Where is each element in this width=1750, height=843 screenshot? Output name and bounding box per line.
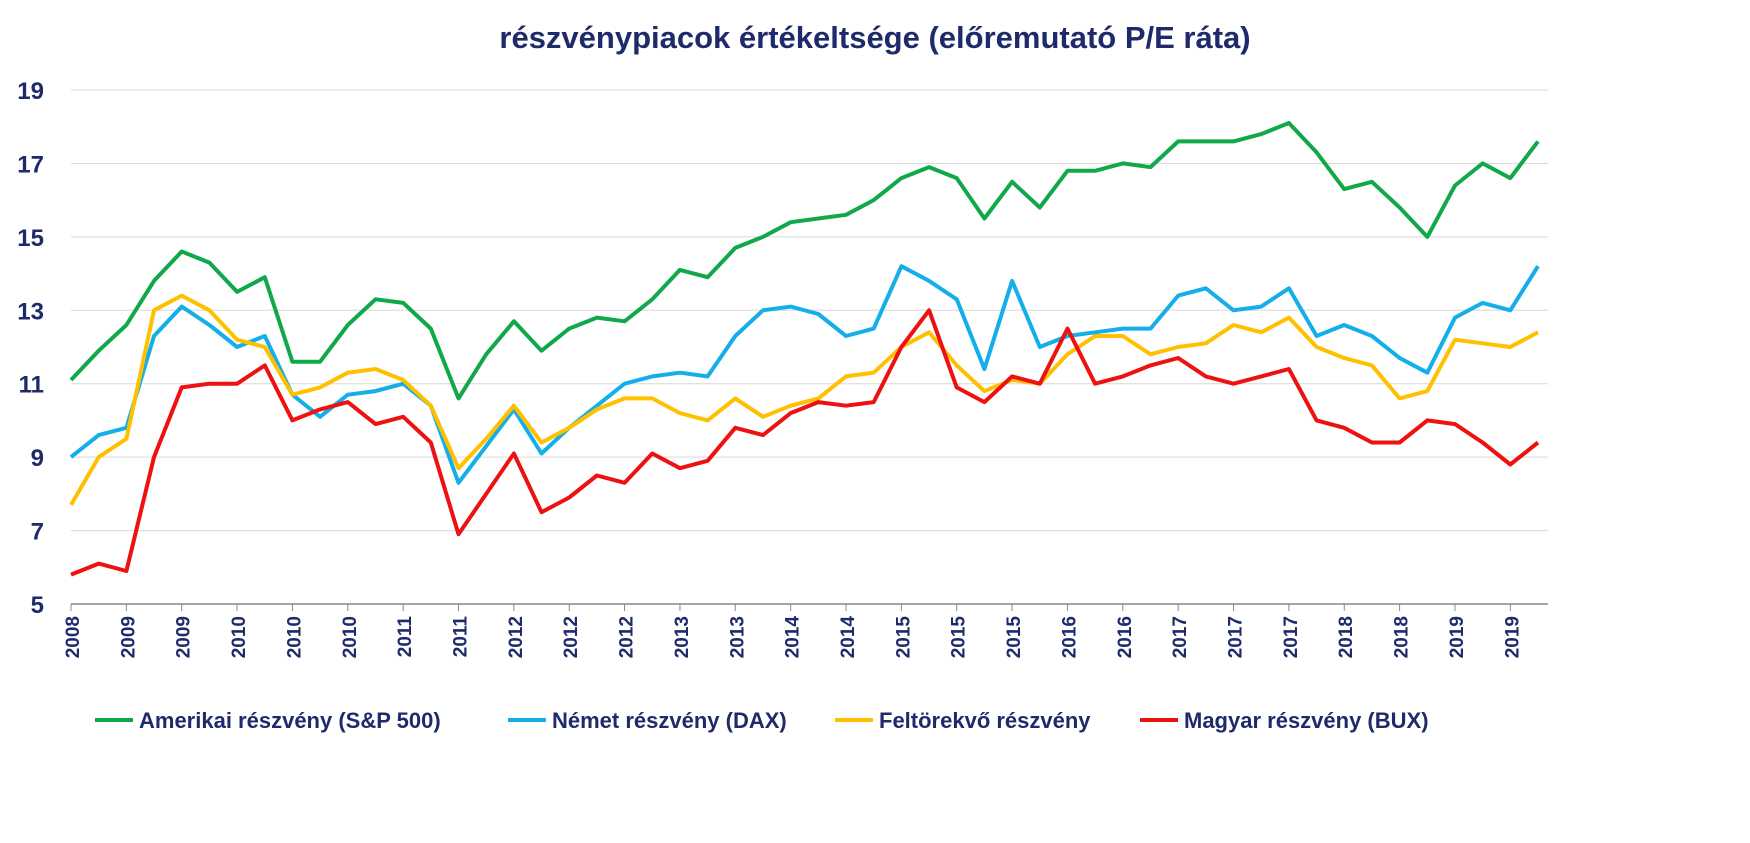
y-tick-label: 11 (19, 372, 44, 399)
series-line (69, 293, 1539, 506)
legend-label: Feltörekvő részvény (879, 708, 1091, 733)
chart-title: részvénypiacok értékeltsége (előremutató… (499, 20, 1250, 55)
x-tick-label: 2017 (1170, 616, 1191, 658)
x-tick-label: 2014 (783, 616, 804, 659)
legend-label: Magyar részvény (BUX) (1184, 708, 1429, 733)
x-tick-label: 2018 (1336, 616, 1357, 658)
y-tick-label: 9 (31, 445, 44, 472)
x-tick-label: 2016 (1115, 616, 1136, 658)
x-tick-label: 2017 (1281, 616, 1302, 658)
legend-label: Német részvény (DAX) (552, 708, 787, 733)
x-tick-label: 2009 (174, 616, 195, 658)
x-tick-label: 2018 (1392, 616, 1413, 658)
x-tick-label: 2008 (63, 616, 84, 658)
y-tick-label: 5 (31, 592, 44, 619)
x-tick-label: 2015 (949, 616, 970, 659)
x-tick-label: 2010 (284, 616, 305, 658)
x-tick-label: 2009 (118, 616, 139, 658)
series-line (69, 121, 1540, 401)
y-tick-label: 15 (17, 225, 44, 252)
x-tick-label: 2015 (1004, 616, 1025, 659)
x-tick-label: 2012 (561, 616, 582, 658)
x-tick-label: 2011 (395, 616, 416, 658)
x-tick-label: 2013 (672, 616, 693, 658)
x-tick-label: 2010 (340, 616, 361, 658)
x-tick-label: 2015 (893, 616, 914, 659)
series-line (69, 264, 1540, 485)
x-tick-label: 2019 (1502, 616, 1523, 658)
x-tick-label: 2011 (451, 616, 472, 658)
x-tick-label: 2017 (1226, 616, 1247, 658)
x-tick-label: 2010 (229, 616, 250, 658)
legend-label: Amerikai részvény (S&P 500) (139, 708, 441, 733)
y-tick-label: 7 (31, 519, 44, 546)
x-tick-label: 2019 (1447, 616, 1468, 658)
y-tick-label: 13 (17, 298, 44, 325)
x-tick-label: 2016 (1059, 616, 1080, 658)
x-tick-label: 2014 (838, 616, 859, 659)
y-tick-label: 17 (17, 151, 44, 178)
x-tick-label: 2012 (617, 616, 638, 658)
y-tick-label: 19 (17, 78, 44, 105)
x-tick-label: 2013 (727, 616, 748, 658)
x-tick-label: 2012 (506, 616, 527, 658)
series-line (70, 308, 1540, 577)
